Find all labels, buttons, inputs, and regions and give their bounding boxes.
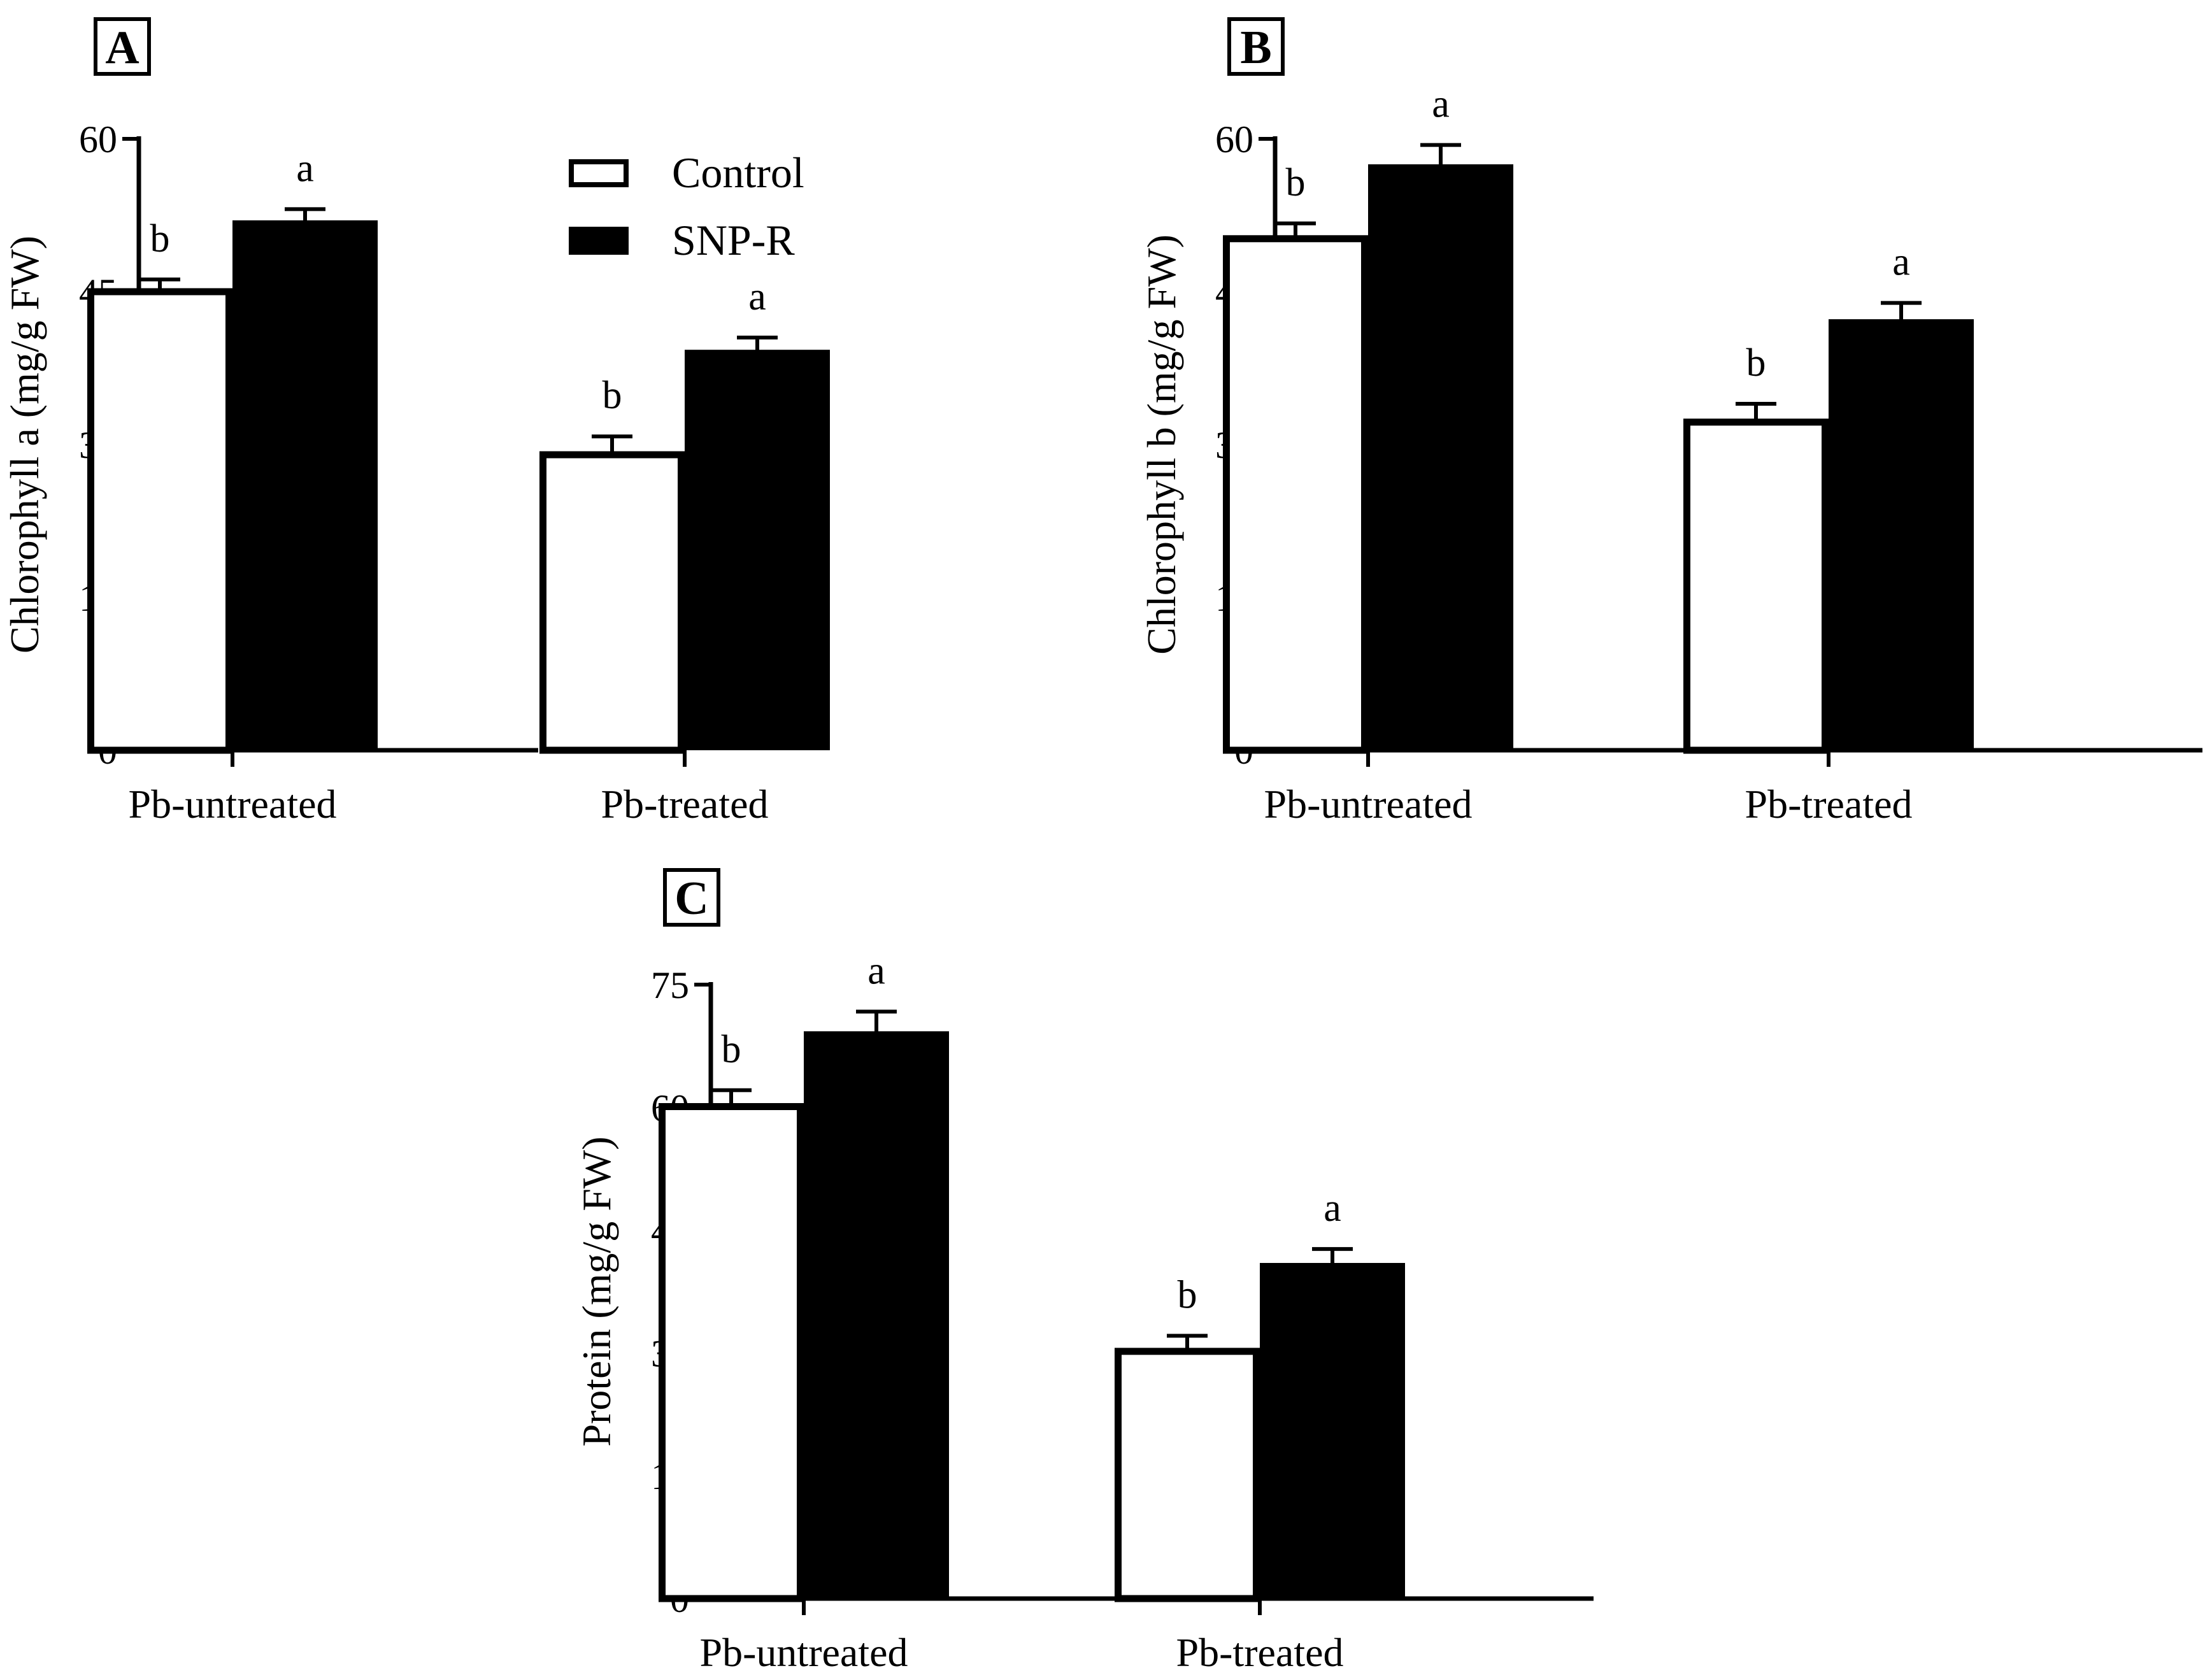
panel-label: C [674, 873, 708, 925]
y-axis-title: Protein (mg/g FW) [574, 1136, 619, 1446]
panel-label: A [105, 22, 139, 74]
significance-label: b [1746, 341, 1766, 385]
panel-label-box [663, 868, 720, 927]
x-category-label: Pb-treated [601, 781, 769, 827]
significance-label: b [1286, 161, 1306, 204]
bar-snpr [1260, 1263, 1405, 1599]
significance-label: a [1324, 1187, 1341, 1230]
significance-label: b [722, 1028, 741, 1071]
significance-label: b [150, 217, 170, 260]
bar-snpr [804, 1031, 949, 1599]
bar-snpr [685, 350, 830, 750]
y-tick-label: 60 [79, 118, 117, 160]
y-tick-label: 75 [651, 964, 689, 1006]
x-category-label: Pb-treated [1176, 1630, 1344, 1675]
y-axis-title: Chlorophyll a (mg/g FW) [2, 236, 47, 653]
significance-label: a [1432, 83, 1450, 126]
x-category-label: Pb-untreated [1264, 781, 1473, 827]
significance-label: a [296, 146, 314, 190]
significance-label: b [1178, 1273, 1197, 1316]
significance-label: a [867, 949, 885, 992]
bar-snpr [1368, 164, 1513, 750]
bar-control [1683, 418, 1829, 754]
bar-control [1115, 1348, 1260, 1602]
significance-label: a [748, 275, 766, 318]
panel-label-box [1227, 17, 1285, 76]
chart-panel-b: B015304560Chlorophyll b (mg/g FW)Pb-untr… [1139, 17, 2202, 827]
y-axis-title: Chlorophyll b (mg/g FW) [1139, 234, 1184, 655]
significance-label: a [1892, 241, 1910, 284]
bar-control [1223, 235, 1368, 754]
x-category-label: Pb-untreated [129, 781, 337, 827]
chart-panel-c: C01530456075Protein (mg/g FW)Pb-untreate… [574, 868, 1594, 1675]
legend-label: SNP-R [672, 216, 795, 264]
x-category-label: Pb-treated [1745, 781, 1913, 827]
bar-control [87, 288, 232, 754]
legend-swatch [569, 159, 629, 187]
chart-panel-a: A015304560Chlorophyll a (mg/g FW)Pb-untr… [2, 17, 830, 827]
legend-label: Control [672, 148, 804, 197]
legend-swatch [569, 227, 629, 255]
bar-snpr [232, 220, 378, 750]
bar-control [539, 451, 685, 754]
panel-label-box [94, 17, 151, 76]
bar-control [659, 1103, 804, 1602]
x-category-label: Pb-untreated [700, 1630, 908, 1675]
significance-label: b [603, 374, 622, 417]
bar-snpr [1829, 319, 1974, 750]
y-tick-label: 60 [1215, 118, 1253, 160]
panel-label: B [1240, 22, 1271, 74]
